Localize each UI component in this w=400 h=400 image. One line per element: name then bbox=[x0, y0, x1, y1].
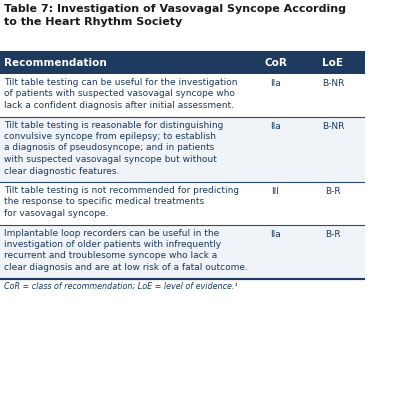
Text: Tilt table testing is not recommended for predicting: Tilt table testing is not recommended fo… bbox=[4, 186, 239, 195]
Bar bbox=[0, 116, 365, 182]
Text: B-R: B-R bbox=[325, 187, 341, 196]
Text: of patients with suspected vasovagal syncope who: of patients with suspected vasovagal syn… bbox=[4, 90, 234, 98]
Bar bbox=[0, 182, 365, 224]
Text: CoR: CoR bbox=[264, 58, 287, 68]
Text: for vasovagal syncope.: for vasovagal syncope. bbox=[4, 209, 108, 218]
Text: with suspected vasovagal syncope but without: with suspected vasovagal syncope but wit… bbox=[4, 155, 216, 164]
Text: recurrent and troublesome syncope who lack a: recurrent and troublesome syncope who la… bbox=[4, 252, 217, 260]
Bar bbox=[0, 224, 365, 278]
Text: III: III bbox=[272, 187, 280, 196]
Text: IIa: IIa bbox=[270, 79, 281, 88]
Bar bbox=[0, 74, 365, 116]
Text: Tilt table testing is reasonable for distinguishing: Tilt table testing is reasonable for dis… bbox=[4, 120, 223, 130]
Text: Tilt table testing can be useful for the investigation: Tilt table testing can be useful for the… bbox=[4, 78, 237, 87]
Text: LoE: LoE bbox=[322, 58, 344, 68]
Text: B-NR: B-NR bbox=[322, 79, 344, 88]
Text: CoR = class of recommendation; LoE = level of evidence.¹: CoR = class of recommendation; LoE = lev… bbox=[4, 282, 237, 290]
Bar bbox=[0, 52, 365, 74]
Text: Table 7: Investigation of Vasovagal Syncope According
to the Heart Rhythm Societ: Table 7: Investigation of Vasovagal Sync… bbox=[4, 4, 346, 27]
Text: lack a confident diagnosis after initial assessment.: lack a confident diagnosis after initial… bbox=[4, 101, 234, 110]
Text: IIa: IIa bbox=[270, 122, 281, 131]
Text: clear diagnostic features.: clear diagnostic features. bbox=[4, 166, 119, 176]
Text: B-R: B-R bbox=[325, 230, 341, 239]
Text: B-NR: B-NR bbox=[322, 122, 344, 131]
Text: the response to specific medical treatments: the response to specific medical treatme… bbox=[4, 198, 204, 206]
Text: investigation of older patients with infrequently: investigation of older patients with inf… bbox=[4, 240, 221, 249]
Text: Implantable loop recorders can be useful in the: Implantable loop recorders can be useful… bbox=[4, 228, 219, 238]
Text: clear diagnosis and are at low risk of a fatal outcome.: clear diagnosis and are at low risk of a… bbox=[4, 263, 248, 272]
Text: convulsive syncope from epilepsy; to establish: convulsive syncope from epilepsy; to est… bbox=[4, 132, 216, 141]
Text: IIa: IIa bbox=[270, 230, 281, 239]
Text: Recommendation: Recommendation bbox=[4, 58, 106, 68]
Text: a diagnosis of pseudosyncope; and in patients: a diagnosis of pseudosyncope; and in pat… bbox=[4, 144, 214, 152]
